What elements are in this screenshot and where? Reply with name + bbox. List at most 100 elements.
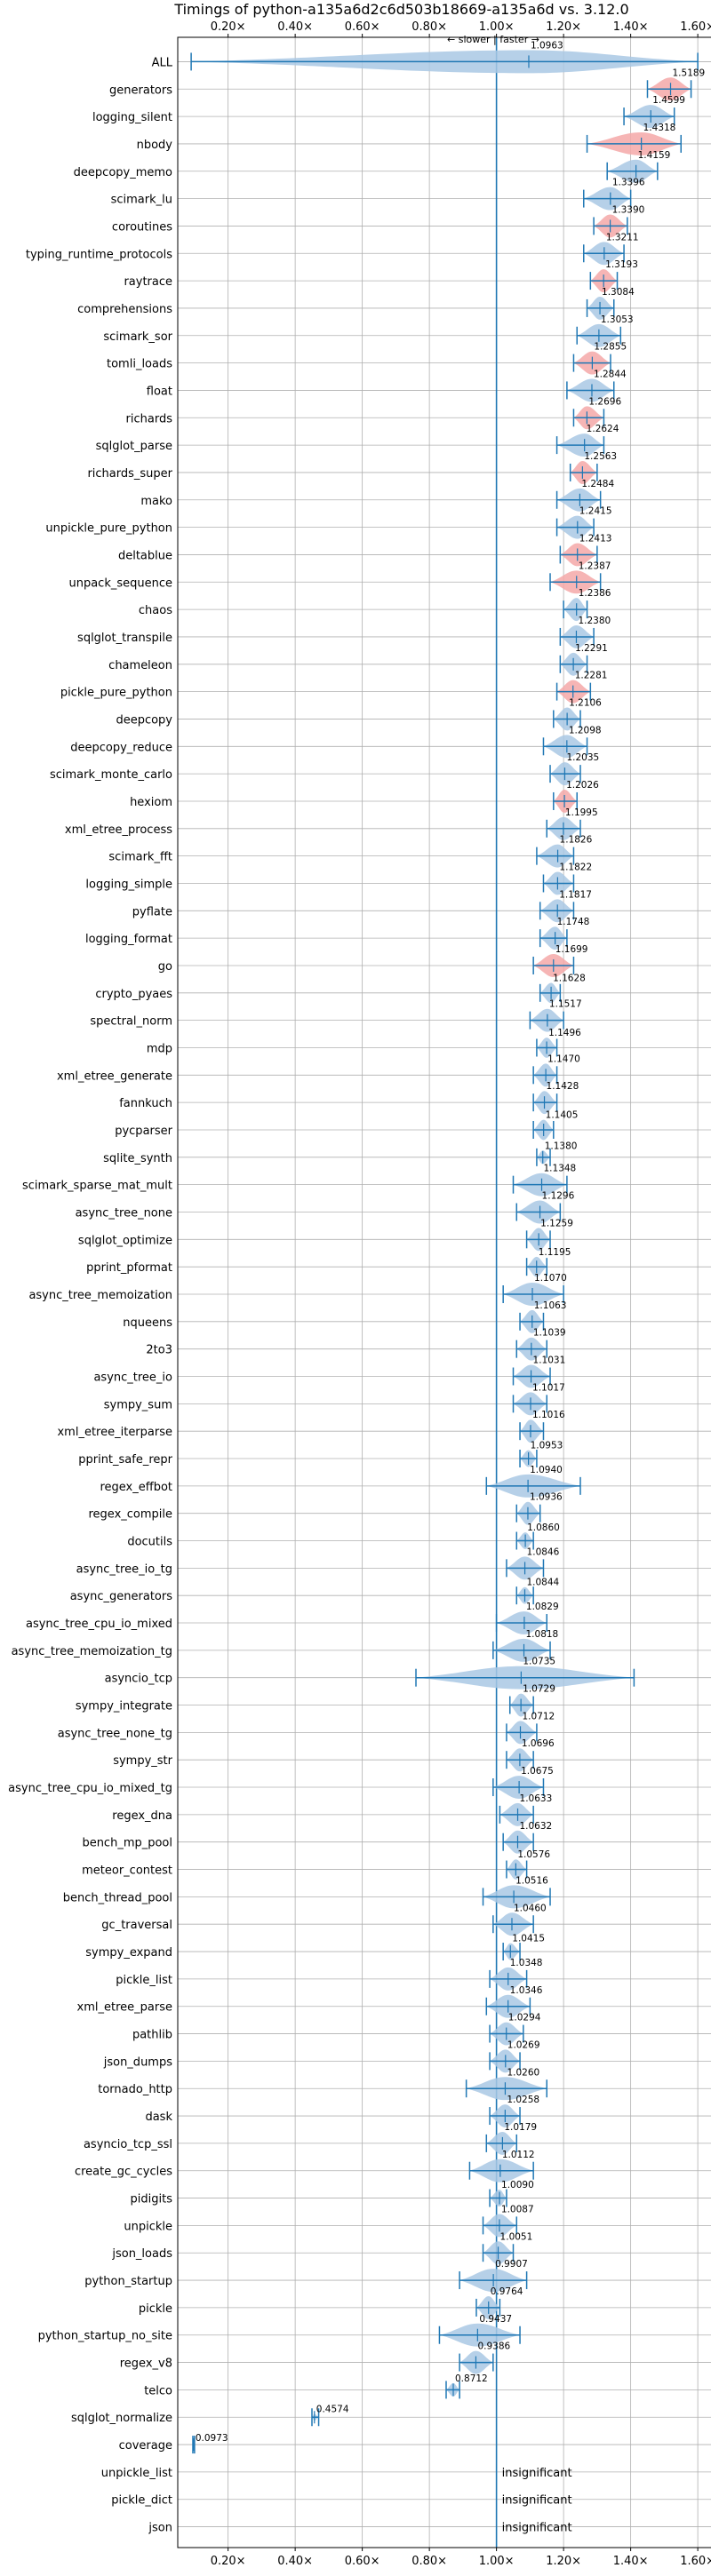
category-label: regex_effbot [100,1481,172,1494]
category-label: chaos [139,604,172,617]
value-label: 1.1017 [532,1382,565,1393]
value-label: 1.1016 [532,1410,565,1420]
value-label: 1.3396 [612,178,645,188]
category-label: float [147,385,172,398]
category-labels: ALL 1.0963 generators 1.5189 logging_silent 1… [8,40,705,2534]
value-label: 1.1063 [534,1300,567,1311]
value-label: 1.0940 [530,1465,563,1475]
category-label: richards [126,412,173,425]
category-label: ALL [152,56,173,69]
category-label: async_tree_none [76,1206,172,1220]
value-label: 1.0729 [523,1684,555,1695]
value-label: 0.0973 [196,2433,228,2444]
value-label: 1.3193 [605,259,638,270]
category-label: go [158,960,172,974]
value-label: 1.0516 [515,1875,548,1886]
category-label: mdp [147,1042,172,1055]
tick-label-bottom: 0.80× [411,2555,447,2568]
value-label: 1.0179 [504,2122,537,2133]
value-label: 1.0675 [521,1766,554,1777]
value-label: 1.2844 [594,369,627,379]
category-label: create_gc_cycles [75,2166,172,2179]
tick-label-top: 0.60× [345,20,380,34]
value-label: 1.2415 [579,506,612,517]
value-label: 1.0260 [507,2067,539,2078]
value-label: 0.9764 [491,2286,523,2297]
tick-label-bottom: 1.00× [479,2555,515,2568]
category-label: pyflate [132,905,172,918]
category-label: regex_v8 [120,2357,172,2371]
value-label: 1.0953 [531,1441,563,1451]
category-label: pprint_pformat [86,1261,172,1275]
value-label: 1.1517 [549,999,582,1010]
category-label: sqlglot_normalize [71,2412,172,2425]
category-label: typing_runtime_protocols [26,248,172,261]
tick-label-top: 1.40× [613,20,649,34]
tick-label-top: 1.00× [479,20,515,34]
insignificant-label: insignificant [502,2494,572,2508]
value-label: 1.1348 [544,1164,577,1174]
value-label: 1.2563 [584,451,617,462]
category-label: unpack_sequence [68,576,172,590]
category-label: tomli_loads [107,358,172,371]
value-label: 1.1380 [545,1141,578,1151]
category-label: hexiom [130,796,172,809]
category-label: mako [140,495,172,508]
value-label: 1.0269 [507,2039,540,2050]
value-label: 1.0258 [507,2095,539,2105]
value-label: 1.2035 [566,752,599,763]
chart-title: Timings of python-a135a6d2c6d503b18669-a… [173,1,628,18]
violin-marks [190,37,699,2548]
category-label: sqlglot_transpile [77,632,172,645]
value-label: 1.2380 [578,616,611,626]
value-label: 1.0860 [527,1523,560,1533]
category-label: coroutines [112,220,172,234]
value-label: 1.1822 [559,863,592,873]
category-label: async_tree_io_tg [76,1562,172,1576]
category-label: unpickle [124,2220,172,2233]
value-label: 1.3084 [602,287,635,298]
value-label: 1.0632 [519,1821,552,1832]
category-label: pickle_list [116,1974,172,1987]
value-label: 1.2386 [579,588,611,599]
tick-label-bottom: 0.20× [211,2555,246,2568]
value-label: 1.2484 [581,479,614,489]
category-label: async_tree_memoization_tg [12,1645,172,1658]
value-label: 1.0294 [508,2013,541,2023]
value-label: 1.5189 [673,68,706,78]
value-label: 1.0963 [531,40,563,51]
value-label: 1.4159 [638,150,671,161]
value-label: 1.3211 [606,232,639,242]
category-label: async_tree_none_tg [58,1727,172,1740]
tick-label-bottom: 0.60× [345,2555,380,2568]
category-label: sympy_integrate [76,1700,172,1713]
value-label: 1.1470 [547,1053,580,1064]
value-label: 1.1995 [565,807,598,818]
category-label: nbody [137,139,173,152]
value-label: 1.2098 [569,725,602,735]
value-label: 1.4599 [652,95,685,106]
tick-label-bottom: 0.40× [277,2555,313,2568]
category-label: spectral_norm [90,1015,172,1029]
value-label: 1.2413 [579,533,612,544]
value-label: 0.9907 [495,2259,528,2270]
category-label: coverage [119,2439,172,2453]
value-label: 1.0348 [510,1958,543,1968]
category-label: raytrace [124,275,172,289]
category-label: sympy_str [113,1754,172,1768]
value-label: 1.1817 [559,889,592,900]
value-label: 1.0633 [520,1793,553,1804]
category-label: async_tree_memoization [28,1289,172,1302]
value-label: 1.1826 [560,835,593,846]
direction-note: ← slower | faster → [447,34,539,45]
category-label: pycparser [115,1125,172,1138]
tick-label-top: 0.20× [211,20,246,34]
category-label: scimark_sparse_mat_mult [22,1180,172,1193]
value-label: 1.1628 [553,973,586,983]
value-label: 1.2624 [587,424,619,434]
category-label: async_tree_cpu_io_mixed_tg [8,1782,172,1795]
category-label: bench_thread_pool [63,1891,172,1904]
category-label: json [148,2522,172,2535]
value-label: 0.8712 [455,2373,488,2384]
